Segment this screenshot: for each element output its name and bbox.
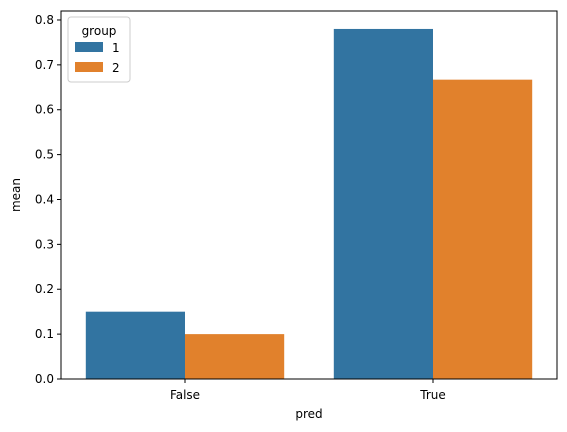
y-tick-label: 0.4 — [35, 192, 54, 206]
y-tick-label: 0.6 — [35, 103, 54, 117]
x-axis-label: pred — [295, 407, 322, 421]
x-tick-label: True — [419, 388, 446, 402]
y-tick-label: 0.7 — [35, 58, 54, 72]
y-tick-label: 0.8 — [35, 13, 54, 27]
y-tick-label: 0.2 — [35, 282, 54, 296]
y-tick-label: 0.1 — [35, 327, 54, 341]
bar-true-group-1 — [333, 28, 433, 379]
y-axis: 0.0 0.1 0.2 0.3 0.4 0.5 0.6 0.7 0.8 — [35, 13, 61, 386]
legend-swatch-2 — [75, 62, 103, 72]
y-tick-label: 0.3 — [35, 237, 54, 251]
bars-layer — [85, 28, 533, 379]
legend-label-2: 2 — [112, 61, 120, 75]
legend: group 1 2 — [67, 16, 131, 83]
bar-false-group-1 — [85, 311, 185, 379]
plot-frame — [60, 10, 558, 380]
legend-swatch-1 — [75, 42, 103, 52]
y-tick-label: 0.0 — [35, 372, 54, 386]
x-axis: False True — [170, 379, 446, 402]
y-axis-label: mean — [9, 178, 23, 212]
legend-title: group — [82, 24, 117, 38]
x-tick-label: False — [170, 388, 200, 402]
bar-false-group-2 — [185, 334, 285, 379]
bar-true-group-2 — [433, 79, 533, 379]
y-tick-label: 0.5 — [35, 148, 54, 162]
legend-label-1: 1 — [112, 41, 120, 55]
